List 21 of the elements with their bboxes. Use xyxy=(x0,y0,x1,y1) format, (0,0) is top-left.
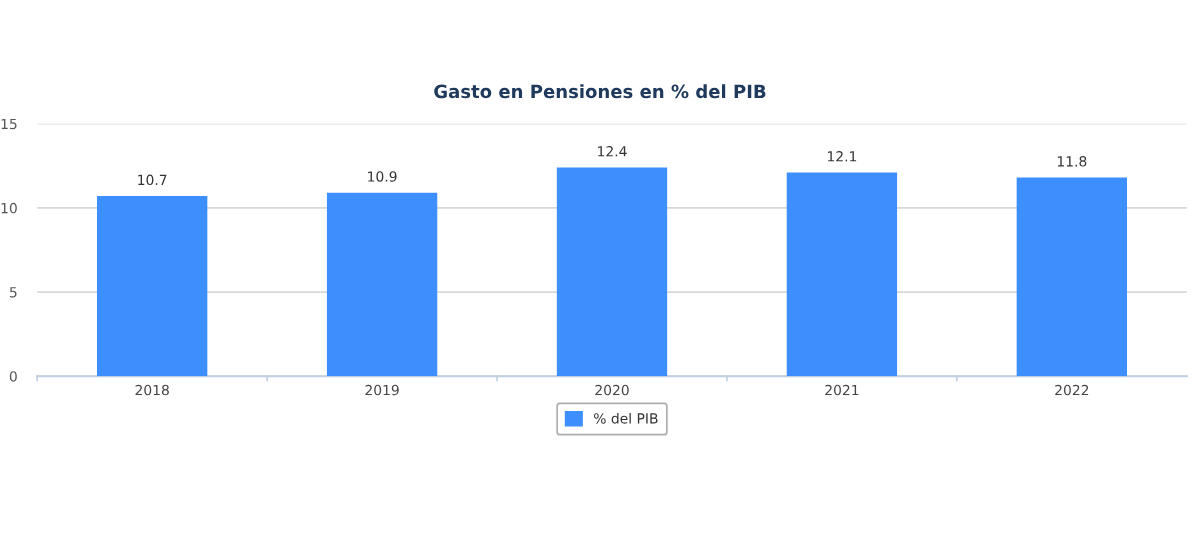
y-tick-label: 10 xyxy=(1,202,17,214)
data-label: 12.4 xyxy=(598,145,627,157)
bar xyxy=(1016,177,1128,377)
bar xyxy=(326,192,438,377)
bar xyxy=(96,196,208,377)
y-tick-label: 15 xyxy=(1,118,17,130)
data-label: 10.9 xyxy=(368,171,397,182)
x-tick-label: 2020 xyxy=(595,384,629,396)
y-tick-label: 0 xyxy=(9,371,17,382)
chart-title: Gasto en Pensiones en % del PIB xyxy=(434,84,766,99)
data-label: 10.7 xyxy=(138,174,167,186)
bar xyxy=(556,167,668,377)
legend-label: % del PIB xyxy=(594,412,658,424)
data-label: 11.8 xyxy=(1057,156,1087,167)
x-tick-label: 2018 xyxy=(135,384,169,396)
x-tick-label: 2019 xyxy=(365,384,399,396)
y-tick-label: 5 xyxy=(9,287,17,298)
data-label: 12.1 xyxy=(827,151,857,162)
x-tick-label: 2021 xyxy=(825,384,859,396)
bar xyxy=(786,172,898,377)
x-tick-label: 2022 xyxy=(1055,384,1089,396)
